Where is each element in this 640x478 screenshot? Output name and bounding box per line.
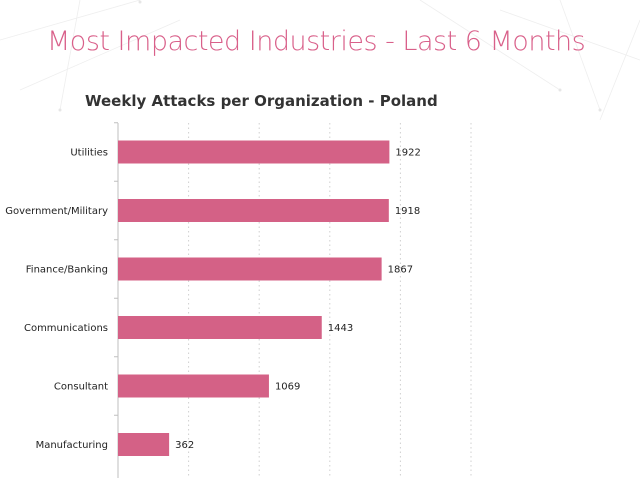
bar xyxy=(118,257,382,281)
data-label: 1918 xyxy=(395,206,420,217)
category-label: Consultant xyxy=(54,382,108,393)
bar xyxy=(118,316,322,339)
category-label: Utilities xyxy=(70,148,108,159)
category-label: Government/Military xyxy=(5,206,108,217)
bar xyxy=(118,374,269,398)
bar xyxy=(118,199,389,222)
category-label: Communications xyxy=(24,323,108,334)
bar xyxy=(118,433,170,456)
data-label: 1922 xyxy=(395,148,420,159)
category-label: Finance/Banking xyxy=(26,265,108,276)
data-label: 362 xyxy=(175,440,194,451)
data-label: 1069 xyxy=(275,382,300,393)
chart-title: Weekly Attacks per Organization - Poland xyxy=(85,92,438,110)
bar xyxy=(118,140,390,164)
category-label: Manufacturing xyxy=(36,440,108,451)
data-label: 1867 xyxy=(388,265,413,276)
page-title: Most Impacted Industries - Last 6 Months xyxy=(47,26,586,57)
data-label: 1443 xyxy=(328,323,353,334)
